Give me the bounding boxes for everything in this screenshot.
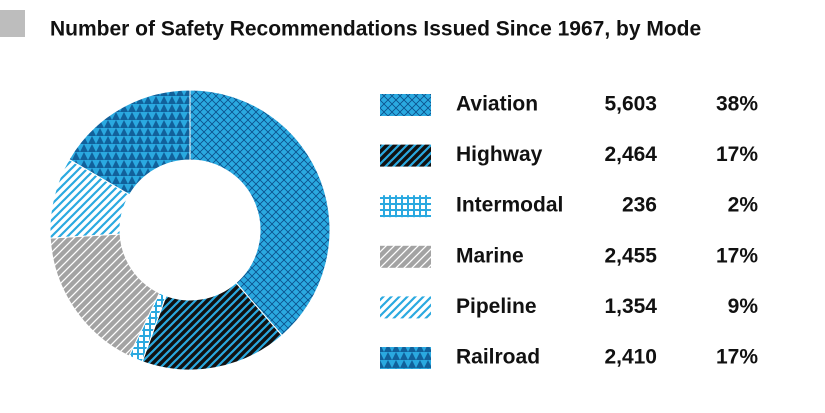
value-label: 236	[622, 194, 657, 217]
percent-label: 17%	[716, 346, 758, 369]
value-label: 5,603	[604, 93, 657, 116]
legend-swatch	[380, 144, 431, 167]
percent-label: 38%	[716, 93, 758, 116]
donut-slice	[189, 89, 331, 337]
chart-title: Number of Safety Recommendations Issued …	[50, 18, 701, 41]
title-marker	[0, 10, 25, 37]
legend-label: Aviation	[456, 93, 538, 116]
legend-swatch	[380, 296, 431, 319]
percent-label: 9%	[728, 295, 759, 318]
legend-label: Intermodal	[456, 194, 563, 217]
percent-label: 17%	[716, 143, 758, 166]
legend-swatch	[380, 94, 431, 116]
legend-label: Marine	[456, 244, 524, 267]
donut-slice	[141, 282, 283, 371]
legend-label: Highway	[456, 143, 543, 166]
donut-slice	[49, 233, 161, 357]
value-label: 2,464	[604, 143, 657, 166]
value-label: 2,455	[604, 244, 657, 267]
legend-label: Pipeline	[456, 295, 537, 318]
percent-label: 2%	[728, 194, 759, 217]
donut-slice	[68, 89, 191, 196]
value-label: 2,410	[604, 346, 657, 369]
legend-label: Railroad	[456, 346, 540, 369]
legend-swatch	[380, 245, 431, 268]
legend-swatch	[380, 347, 431, 369]
legend-swatch	[380, 195, 431, 218]
percent-label: 17%	[716, 244, 758, 267]
value-label: 1,354	[604, 295, 657, 318]
